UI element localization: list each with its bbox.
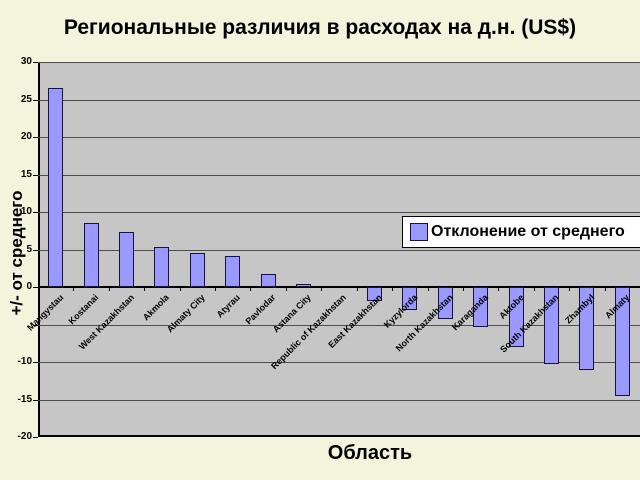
category-axis-tick bbox=[250, 287, 252, 291]
bar-aktobe bbox=[508, 287, 524, 347]
bar-atyrau bbox=[225, 256, 241, 287]
y-tick-label: 0 bbox=[26, 281, 32, 292]
y-axis-tick bbox=[33, 174, 38, 176]
category-axis-tick bbox=[569, 287, 571, 291]
y-tick-label: 30 bbox=[20, 56, 32, 67]
category-axis-tick bbox=[215, 287, 217, 291]
x-axis-title: Область bbox=[327, 442, 413, 464]
legend-marker-swatch bbox=[410, 223, 428, 241]
bar-mangystau bbox=[48, 87, 64, 287]
y-tick-label: 5 bbox=[26, 243, 32, 255]
gridline bbox=[38, 362, 640, 363]
y-axis-tick bbox=[33, 362, 38, 363]
y-axis-tick bbox=[33, 99, 38, 101]
category-axis-tick bbox=[144, 287, 146, 291]
category-axis-tick bbox=[108, 287, 110, 291]
bar-north-kazakhstan bbox=[437, 287, 453, 320]
gridline bbox=[38, 62, 640, 63]
y-axis-tick bbox=[33, 287, 38, 288]
gridline bbox=[38, 137, 640, 138]
gridline bbox=[38, 99, 640, 101]
category-axis-tick bbox=[392, 287, 394, 291]
y-axis-tick bbox=[33, 62, 38, 63]
gridline bbox=[38, 212, 640, 213]
bar-almaty bbox=[614, 287, 630, 396]
y-axis-tick bbox=[33, 437, 38, 438]
legend-label: Отклонение от среднего bbox=[431, 223, 625, 240]
category-axis-tick bbox=[356, 287, 358, 291]
y-axis-tick bbox=[33, 137, 38, 138]
category-axis-tick bbox=[427, 287, 429, 291]
category-axis-tick bbox=[498, 287, 500, 291]
bar-almaty-city bbox=[189, 252, 205, 287]
category-axis-tick bbox=[462, 287, 464, 291]
y-tick-label: -20 bbox=[17, 431, 32, 442]
y-tick-label: 15 bbox=[20, 168, 32, 180]
legend: Отклонение от среднего bbox=[402, 216, 640, 248]
category-axis-tick bbox=[285, 287, 287, 291]
gridline bbox=[38, 399, 640, 401]
category-axis-tick bbox=[604, 287, 606, 291]
gridline bbox=[38, 249, 640, 251]
y-tick-label: 25 bbox=[20, 93, 32, 105]
bar-zhambyl bbox=[579, 287, 595, 371]
bar-pavlodar bbox=[260, 274, 276, 287]
category-axis-tick bbox=[38, 287, 39, 291]
bar-akmola bbox=[154, 246, 170, 287]
y-axis-tick bbox=[33, 249, 38, 251]
y-tick-label: 20 bbox=[20, 131, 32, 142]
y-axis-title: +/- от среднего bbox=[7, 190, 26, 316]
bar-karaganda bbox=[473, 287, 489, 327]
bar-east-kazakhstan bbox=[366, 287, 382, 301]
bar-astana-city bbox=[296, 284, 312, 287]
category-axis-tick bbox=[179, 287, 181, 291]
bar-kostanai bbox=[83, 223, 99, 287]
gridline bbox=[38, 174, 640, 176]
y-axis-tick bbox=[33, 324, 38, 326]
bar-south-kazakhstan bbox=[543, 287, 559, 364]
y-axis-tick bbox=[33, 212, 38, 213]
y-tick-label: -10 bbox=[17, 356, 32, 367]
chart-title: Региональные различия в расходах на д.н.… bbox=[63, 16, 577, 39]
zero-axis-line bbox=[38, 286, 640, 288]
y-tick-label: -15 bbox=[17, 393, 32, 405]
bar-kyzylorda bbox=[402, 287, 418, 311]
gridline bbox=[38, 324, 640, 326]
bar-west-kazakhstan bbox=[119, 231, 135, 287]
category-axis-tick bbox=[73, 287, 75, 291]
category-axis-tick bbox=[321, 287, 323, 291]
y-tick-label: 10 bbox=[20, 206, 32, 217]
y-axis-tick bbox=[33, 399, 38, 401]
category-axis-tick bbox=[533, 287, 535, 291]
